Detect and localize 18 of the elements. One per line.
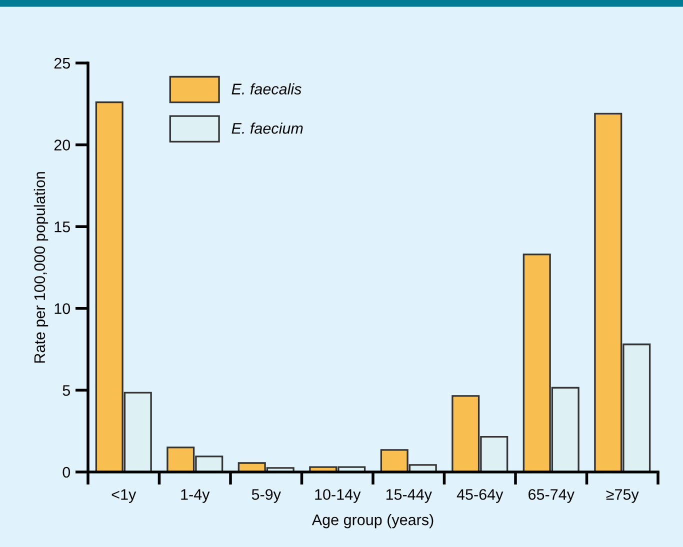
x-tick-label: 15-44y — [386, 489, 432, 503]
legend-label: E. faecium — [232, 122, 303, 134]
x-tick-label: <1y — [112, 489, 136, 503]
x-tick-label: 45-64y — [456, 489, 504, 503]
x-tick-label: 65-74y — [528, 489, 574, 503]
x-axis-title: Age group (years) — [312, 514, 434, 528]
x-tick-label: ≥75y — [606, 489, 639, 503]
legend-label: E. faecalis — [232, 83, 302, 94]
y-axis-title: Rate per 100,000 population — [34, 172, 48, 363]
x-tick-label: 1-4y — [181, 489, 210, 503]
y-tick-label: 25 — [54, 58, 70, 69]
y-tick-label: 10 — [54, 303, 70, 314]
y-tick-label: 0 — [62, 466, 70, 478]
x-tick-label: 10-14y — [315, 489, 361, 503]
y-tick-label: 15 — [54, 222, 70, 232]
y-tick-label: 5 — [62, 385, 70, 396]
x-tick-label: 5-9y — [252, 489, 281, 503]
y-tick-label: 20 — [54, 140, 70, 150]
